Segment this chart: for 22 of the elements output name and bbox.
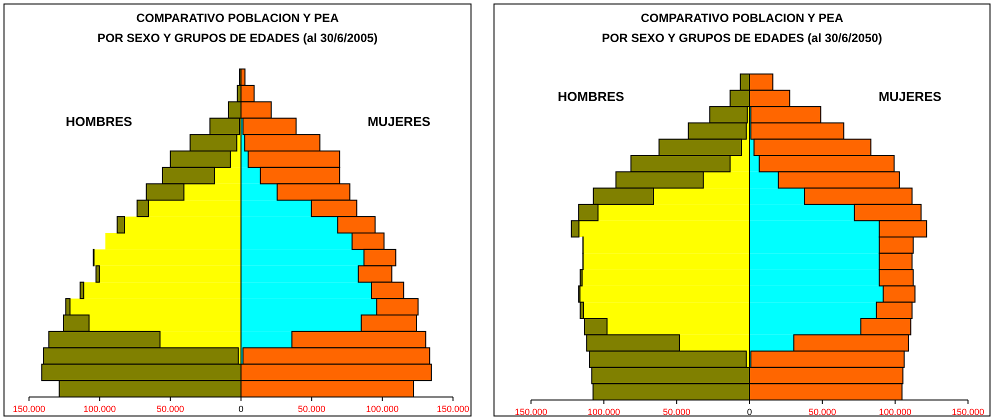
x-tick-label: 150.000 [436, 404, 470, 414]
x-tick-label: 100.000 [366, 404, 399, 414]
annotation: MUJERES [878, 89, 942, 104]
x-tick-label: 150.000 [12, 404, 46, 414]
x-tick-label: 150.000 [952, 407, 984, 417]
chart-subtitle: POR SEXO Y GRUPOS DE EDADES (al 30/6/2005) [97, 31, 378, 45]
x-tick-label: 0 [746, 407, 752, 417]
x-tick-label: 50.000 [298, 404, 326, 414]
chart-title: COMPARATIVO POBLACION Y PEA [136, 11, 340, 25]
chart-title: COMPARATIVO POBLACION Y PEA [640, 11, 844, 25]
chart-subtitle: POR SEXO Y GRUPOS DE EDADES (al 30/6/2050) [602, 31, 882, 45]
annotation: HOMBRES [66, 114, 133, 129]
x-tick-label: 0 [238, 404, 244, 414]
x-tick-label: 50.000 [662, 407, 690, 417]
x-tick-label: 100.000 [83, 404, 116, 414]
x-tick-label: 50.000 [808, 407, 836, 417]
x-tick-label: 100.000 [878, 407, 912, 417]
annotation: HOMBRES [558, 89, 625, 104]
x-tick-label: 50.000 [156, 404, 184, 414]
annotation: MUJERES [368, 114, 431, 129]
x-tick-label: 100.000 [588, 407, 620, 417]
x-tick-label: 150.000 [514, 407, 548, 417]
